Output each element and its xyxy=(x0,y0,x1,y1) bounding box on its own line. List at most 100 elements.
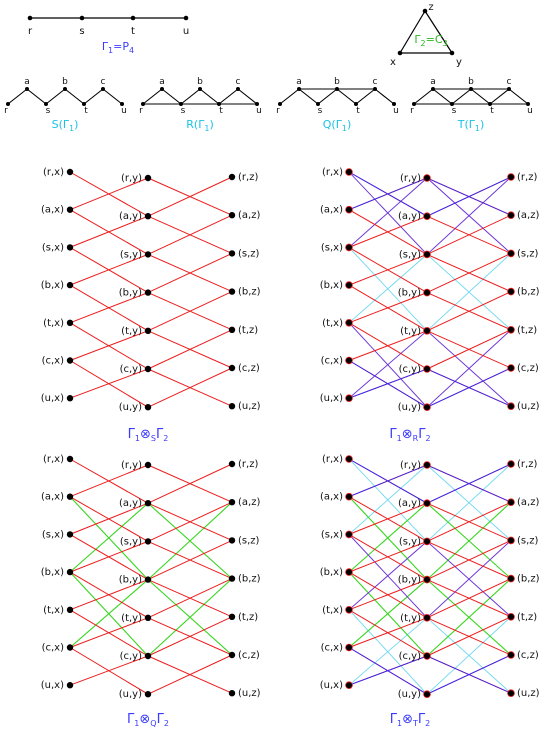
product-vertex-ring xyxy=(345,530,353,539)
vertex-label: (t,x) xyxy=(322,318,343,329)
product-edge xyxy=(69,368,149,399)
product-vertex xyxy=(345,493,353,500)
op-edge xyxy=(298,88,319,105)
product-vertex-ring xyxy=(423,326,431,335)
product-edge xyxy=(348,617,428,648)
operator-graph-R: r s t u a b c R(Γ1) xyxy=(139,77,262,133)
product-vertex xyxy=(144,691,152,698)
product-vertex-ring xyxy=(507,612,515,621)
product-edge xyxy=(426,176,512,217)
product-edge xyxy=(147,501,233,581)
vertex-label: (c,y) xyxy=(120,651,142,662)
c3-vertex-label: z xyxy=(428,2,433,13)
op-edge xyxy=(180,88,201,105)
product-vertex xyxy=(66,281,74,289)
op-vertex xyxy=(25,87,29,91)
op-vertex xyxy=(236,87,240,91)
vertex-label: (u,z) xyxy=(517,688,540,699)
op-edge xyxy=(355,88,376,105)
product-edge xyxy=(348,330,428,361)
product-edge xyxy=(69,502,149,573)
op-edge xyxy=(83,88,104,105)
product-vertex-ring xyxy=(507,364,515,372)
product-edge xyxy=(426,463,512,504)
vertex-label: (s,y) xyxy=(120,536,142,547)
product-edge xyxy=(147,578,233,657)
product-vertex xyxy=(507,403,515,410)
vertex-label: (b,x) xyxy=(320,567,343,578)
product-vertex-ring xyxy=(507,173,515,181)
product-edge xyxy=(69,579,149,648)
vertex-label: (u,y) xyxy=(398,402,421,413)
product-vertex xyxy=(507,575,515,582)
vertex-label: (s,z) xyxy=(517,248,539,259)
product-vertex-ring xyxy=(345,205,353,214)
op-edge xyxy=(432,88,453,105)
operator-graph-S: r s t u a b c S(Γ1) xyxy=(4,77,127,133)
product-edge xyxy=(348,368,428,399)
vertex-label: (s,z) xyxy=(238,248,260,259)
product-vertex-ring xyxy=(423,403,431,412)
op-vertex-label: a xyxy=(159,77,165,87)
product-edge xyxy=(147,291,233,332)
vertex-label: (u,y) xyxy=(119,689,142,700)
product-edge xyxy=(147,616,233,657)
product-edge xyxy=(426,540,512,619)
vertex-label: (r,y) xyxy=(400,460,421,471)
product-vertex-ring xyxy=(423,365,431,373)
product-vertex xyxy=(345,206,353,213)
vertex-label: (b,z) xyxy=(238,574,261,585)
product-vertex xyxy=(423,576,431,583)
product-vertex-ring xyxy=(507,574,515,583)
product-vertex xyxy=(345,357,353,364)
op-edge xyxy=(142,88,163,105)
product-vertex xyxy=(228,364,236,372)
vertex-label: (s,z) xyxy=(238,535,260,546)
vertex-label: (s,y) xyxy=(399,249,421,260)
product-vertex-ring xyxy=(507,498,515,507)
product-edge xyxy=(348,177,428,248)
product-vertex xyxy=(423,500,431,507)
product-vertex xyxy=(66,168,74,176)
product-vertex xyxy=(345,319,353,326)
product-edge xyxy=(426,367,512,408)
product-edge xyxy=(426,578,512,657)
product-vertex xyxy=(423,404,431,411)
op-vertex-label: a xyxy=(430,77,436,87)
product-caption: Γ1⊗TΓ2 xyxy=(390,712,430,728)
product-edge xyxy=(426,463,512,542)
op-vertex-label: t xyxy=(490,106,494,116)
product-vertex-ring xyxy=(507,536,515,545)
product-graphs: (r,x) (r,y) (r,z) (a,x) (a,y) (a,z) (s,x) (s,y)… xyxy=(41,167,540,728)
product-edge xyxy=(348,464,428,498)
product-vertex-ring xyxy=(345,281,353,289)
product-vertex xyxy=(507,690,515,697)
vertex-label: (u,y) xyxy=(119,402,142,413)
product-graph-S: (r,x) (r,y) (r,z) (a,x) (a,y) (a,z) (s,x) (s,y)… xyxy=(41,167,261,443)
product-edge xyxy=(348,464,428,535)
product-vertex-ring xyxy=(345,455,353,463)
operator-caption: Q(Γ1) xyxy=(323,118,351,133)
op-edge xyxy=(489,88,510,105)
product-vertex xyxy=(144,538,152,545)
product-edge xyxy=(348,579,428,611)
product-vertex-ring xyxy=(507,651,515,659)
vertex-label: (r,x) xyxy=(322,454,343,465)
product-vertex xyxy=(507,326,515,333)
op-vertex xyxy=(278,102,282,106)
product-vertex xyxy=(507,460,515,468)
product-edge xyxy=(348,540,428,573)
vertex-label: (c,x) xyxy=(321,643,343,654)
product-vertex xyxy=(144,614,152,621)
product-edge xyxy=(348,215,428,248)
product-vertex xyxy=(507,499,515,506)
product-vertex xyxy=(144,327,152,334)
product-vertex-ring xyxy=(423,250,431,259)
op-vertex xyxy=(82,102,86,106)
product-vertex xyxy=(228,613,236,620)
op-vertex-label: b xyxy=(334,77,340,87)
vertex-label: (b,x) xyxy=(41,567,64,578)
vertex-label: (r,x) xyxy=(43,454,64,465)
vertex-label: (u,z) xyxy=(238,688,261,699)
product-vertex xyxy=(66,682,74,689)
